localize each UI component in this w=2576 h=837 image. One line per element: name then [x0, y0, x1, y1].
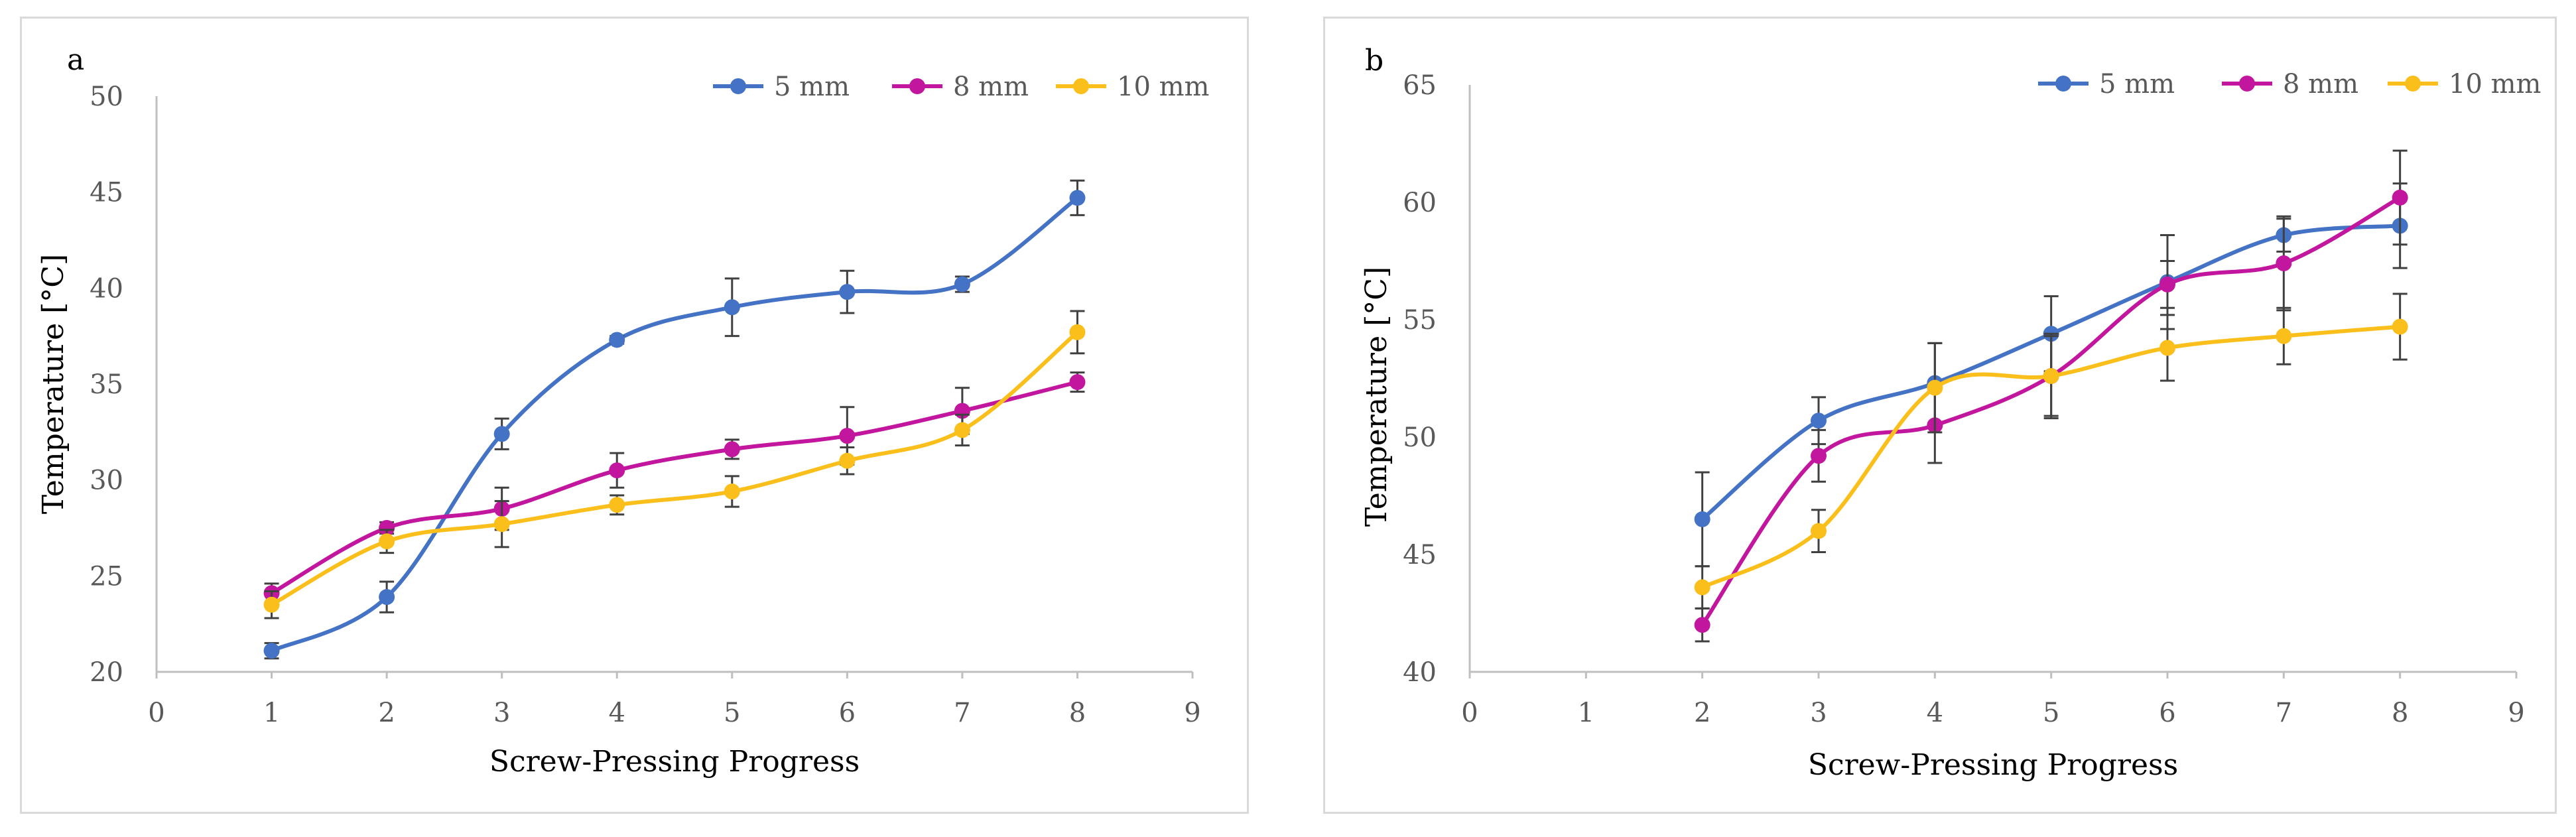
data-point	[1069, 324, 1086, 340]
y-tick-label: 45	[90, 178, 123, 208]
data-point	[2159, 340, 2175, 356]
data-point	[1811, 413, 1827, 429]
legend-swatch-marker	[909, 78, 925, 94]
data-point	[609, 497, 625, 513]
data-point	[2276, 328, 2292, 344]
panel-label: b	[1365, 44, 1384, 78]
x-tick-label: 5	[724, 698, 740, 728]
legend-entry-label: 8 mm	[2283, 69, 2358, 99]
legend-entry-label: 10 mm	[1117, 72, 1209, 102]
x-tick-label: 6	[2159, 698, 2175, 728]
x-tick-label: 9	[2508, 698, 2524, 728]
x-tick-label: 4	[1927, 698, 1943, 728]
data-point	[2276, 255, 2292, 272]
y-tick-label: 50	[1403, 422, 1437, 453]
data-point	[2159, 276, 2175, 292]
legend-entry-label: 5 mm	[2099, 69, 2175, 99]
series-line	[271, 330, 1079, 607]
data-point	[1694, 511, 1710, 527]
x-tick-label: 5	[2043, 698, 2059, 728]
x-tick-label: 8	[1069, 698, 1086, 728]
data-point	[2392, 318, 2408, 335]
y-tick-label: 45	[1403, 540, 1437, 570]
y-tick-label: 60	[1403, 188, 1437, 218]
legend-swatch-marker	[1073, 78, 1089, 94]
y-tick-label: 65	[1403, 70, 1437, 101]
data-point	[839, 452, 856, 469]
y-tick-label: 40	[1403, 657, 1437, 688]
panel-label: a	[67, 43, 84, 77]
data-point	[724, 483, 740, 500]
legend-swatch-marker	[2055, 76, 2071, 92]
data-point	[263, 643, 280, 659]
y-tick-label: 20	[90, 657, 123, 688]
legend-swatch-marker	[2239, 76, 2255, 92]
x-tick-label: 1	[263, 698, 280, 728]
data-point	[724, 299, 740, 316]
x-tick-label: 3	[1810, 698, 1827, 728]
data-point	[724, 441, 740, 458]
data-point	[379, 520, 395, 536]
x-tick-label: 9	[1184, 698, 1200, 728]
data-point	[1927, 379, 1943, 396]
data-point	[1694, 617, 1710, 633]
data-point	[1811, 448, 1827, 464]
y-axis-title: Temperature [°C]	[1360, 267, 1393, 527]
y-tick-label: 50	[90, 82, 123, 112]
x-axis-title: Screw-Pressing Progress	[1808, 748, 2178, 782]
x-tick-label: 2	[1694, 698, 1710, 728]
y-tick-label: 25	[90, 561, 123, 592]
legend-entry-label: 10 mm	[2449, 69, 2541, 99]
x-tick-label: 6	[839, 698, 856, 728]
x-tick-label: 8	[2392, 698, 2408, 728]
x-tick-label: 4	[608, 698, 625, 728]
data-point	[379, 533, 395, 550]
data-point	[493, 516, 510, 533]
data-point	[263, 596, 280, 613]
data-point	[954, 276, 970, 292]
x-tick-label: 0	[1461, 698, 1478, 728]
x-tick-label: 3	[493, 698, 510, 728]
data-point	[839, 428, 856, 444]
legend-entry-label: 8 mm	[953, 72, 1029, 102]
y-tick-label: 30	[90, 466, 123, 496]
y-tick-label: 55	[1403, 305, 1437, 336]
data-point	[954, 422, 970, 438]
chart-panel-b: b 40 45 50 55 60 65 0 1 2 3 4 5 6 7 8 9 Screw-Pressing Pr…	[1323, 17, 2557, 814]
data-point	[1069, 374, 1086, 391]
data-point	[609, 332, 625, 348]
legend-swatch-marker	[2405, 76, 2421, 92]
x-tick-label: 2	[378, 698, 395, 728]
x-tick-label: 0	[148, 698, 164, 728]
chart-panel-a: a 20 25 30 35 40 45 50 0 1 2 3 4 5 6 7 8 9 Screw-Pressing …	[20, 17, 1249, 814]
x-tick-label: 7	[954, 698, 970, 728]
series-line	[271, 196, 1079, 653]
y-axis-title: Temperature [°C]	[36, 254, 70, 514]
legend-swatch-marker	[730, 78, 746, 94]
legend-entry-label: 5 mm	[774, 72, 850, 102]
data-point	[1069, 190, 1086, 206]
data-point	[839, 284, 856, 300]
y-tick-label: 40	[90, 273, 123, 304]
data-point	[493, 426, 510, 442]
data-point	[379, 589, 395, 606]
data-point	[1694, 579, 1710, 596]
x-tick-label: 7	[2276, 698, 2292, 728]
data-point	[1811, 523, 1827, 539]
x-axis-title: Screw-Pressing Progress	[489, 745, 860, 779]
data-point	[609, 462, 625, 479]
data-point	[2043, 367, 2059, 384]
y-tick-label: 35	[90, 369, 123, 400]
x-tick-label: 1	[1578, 698, 1594, 728]
data-point	[2392, 189, 2408, 206]
